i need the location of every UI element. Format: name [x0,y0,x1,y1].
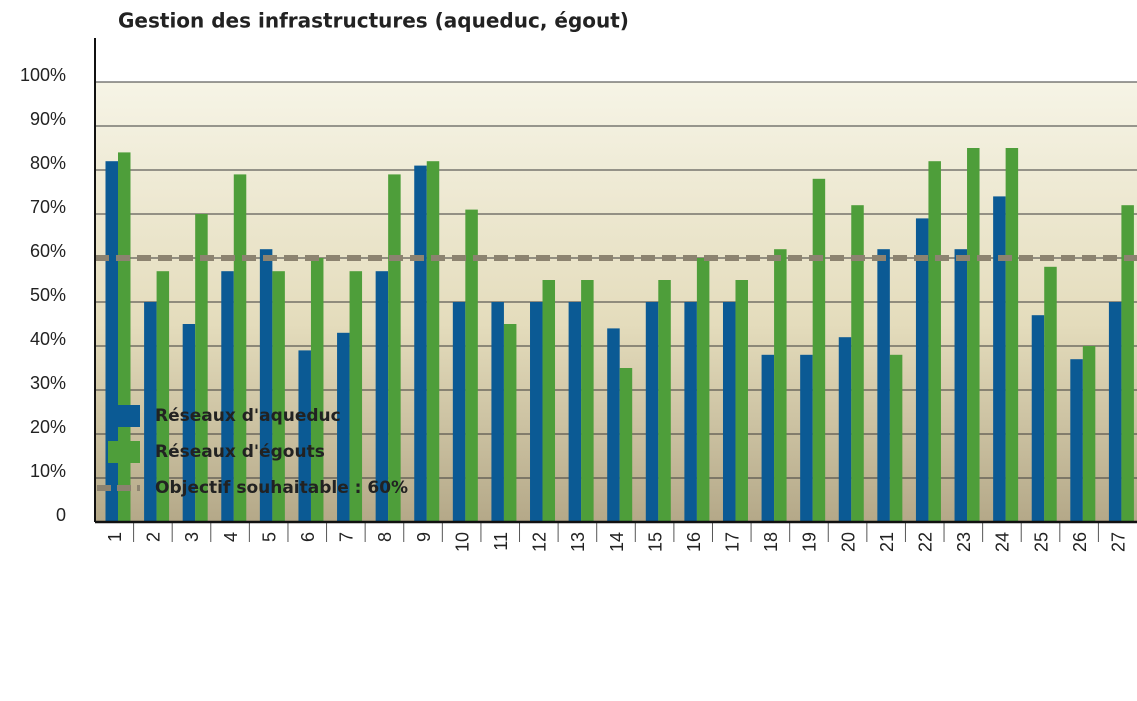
x-tick-label: 3 [182,532,202,542]
x-tick-label: 16 [684,532,704,552]
legend-swatch [108,441,140,463]
bar [735,280,748,522]
bar [388,174,401,522]
bar [259,249,273,522]
bar [851,205,864,522]
bar [761,354,775,522]
bar [645,302,659,522]
bar [1108,302,1122,522]
bar [915,218,929,522]
x-tick-label: 22 [915,532,935,552]
bar [684,302,697,522]
bar [310,258,324,522]
y-tick-label: 70% [30,197,66,217]
bar [812,178,826,523]
bar [530,302,543,522]
x-tick-label: 27 [1108,532,1128,552]
x-tick-label: 4 [221,532,241,542]
bar [877,249,890,522]
bar [118,152,131,522]
x-tick-label: 2 [144,532,164,542]
x-tick-label: 13 [568,532,588,552]
bar [1005,148,1019,522]
bar [156,271,170,522]
legend-label: Réseaux d'égouts [155,442,325,462]
bar [221,271,234,522]
bar [568,302,582,522]
x-tick-label: 25 [1031,532,1051,552]
bar [967,148,980,522]
bar [182,324,196,522]
bar [414,165,427,522]
x-tick-label: 24 [993,532,1013,552]
bar [233,174,247,522]
bar [452,302,466,522]
y-tick-label: 0 [56,505,66,525]
legend-label: Réseaux d'aqueduc [155,406,341,426]
bar [465,209,478,522]
x-tick-label: 8 [375,532,395,542]
y-tick-label: 20% [30,417,66,437]
bar [658,280,671,522]
bar [1031,315,1045,522]
bar [722,302,736,522]
x-tick-label: 20 [838,532,858,552]
bar [105,161,118,522]
bar [1121,205,1134,522]
bar [619,368,633,522]
y-tick-label: 50% [30,285,66,305]
legend-label: Objectif souhaitable : 60% [155,478,408,498]
x-tick-label: 18 [761,532,781,552]
y-tick-label: 40% [30,329,66,349]
y-tick-label: 30% [30,373,66,393]
y-tick-label: 90% [30,109,66,129]
x-tick-label: 21 [877,532,897,552]
y-tick-label: 100% [20,65,66,85]
bar [774,249,787,522]
x-tick-label: 12 [530,532,550,552]
x-tick-label: 1 [105,532,125,542]
x-tick-label: 10 [452,532,472,552]
bar [993,196,1006,522]
bar [375,271,389,522]
bar [1082,346,1096,522]
bar [1044,266,1057,522]
x-tick-label: 23 [954,532,974,552]
bar [426,161,440,522]
bar [503,324,517,522]
chart-title: Gestion des infrastructures (aqueduc, ég… [118,9,629,33]
bar [838,337,852,522]
bar [696,258,710,522]
bar [581,280,594,522]
bar [800,354,813,522]
bar [542,280,556,522]
y-tick-label: 60% [30,241,66,261]
x-tick-label: 17 [723,532,743,552]
y-tick-label: 80% [30,153,66,173]
x-tick-label: 11 [491,532,511,551]
bar [954,249,968,522]
bar [491,302,504,522]
x-tick-label: 6 [298,532,318,542]
y-tick-label: 10% [30,461,66,481]
x-tick-label: 9 [414,532,434,542]
bar [144,302,157,522]
x-tick-label: 5 [259,532,279,542]
bar [889,354,903,522]
x-tick-label: 14 [607,532,627,552]
bar [298,350,311,522]
bar [337,332,350,522]
bar [928,161,941,522]
x-tick-label: 26 [1070,532,1090,552]
bar [195,214,208,522]
legend-swatch [108,405,140,427]
x-tick-label: 7 [337,532,357,542]
bar [349,271,363,522]
bar [272,271,285,522]
x-tick-label: 15 [645,532,665,552]
bar [607,328,620,522]
bar [1070,359,1083,522]
x-tick-label: 19 [800,532,820,552]
